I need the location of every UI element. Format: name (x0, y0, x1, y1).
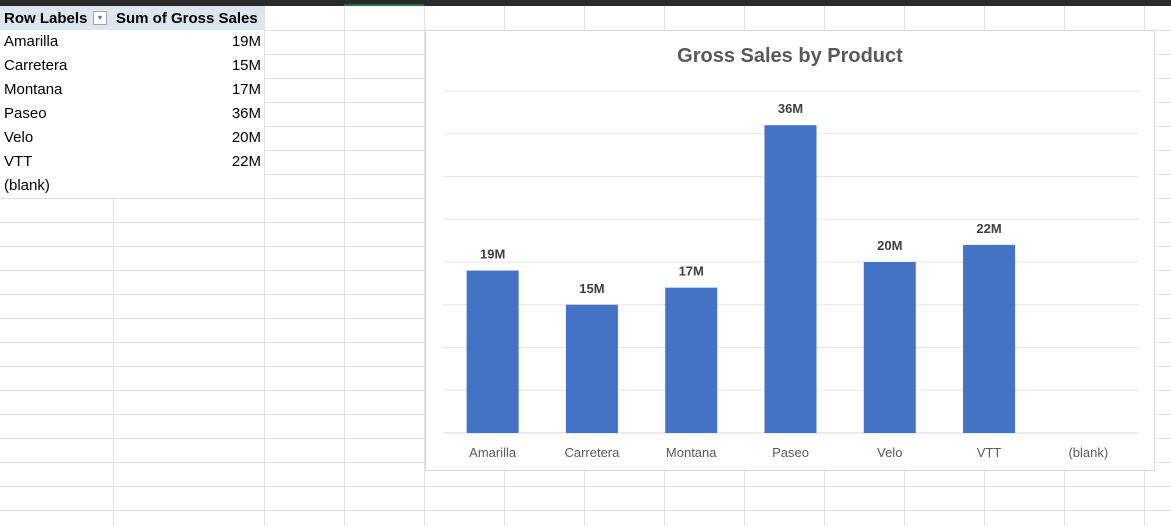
filter-dropdown-icon[interactable]: ▾ (93, 11, 107, 25)
bar[interactable] (963, 244, 1016, 433)
x-tick-label: (blank) (1068, 445, 1108, 460)
table-row[interactable]: Montana 17M (0, 78, 264, 102)
bar[interactable] (565, 304, 618, 433)
table-row[interactable]: Paseo 36M (0, 102, 264, 126)
row-label: VTT (4, 153, 33, 170)
table-row[interactable]: Amarilla 19M (0, 30, 264, 54)
row-value: 19M (231, 33, 261, 50)
row-value: 17M (231, 81, 261, 98)
data-label: 17M (679, 264, 704, 279)
data-label: 19M (480, 247, 505, 262)
bar[interactable] (764, 125, 817, 433)
row-label: Paseo (4, 105, 47, 122)
bar[interactable] (466, 270, 519, 433)
data-label: 15M (579, 281, 604, 296)
table-row[interactable]: VTT 22M (0, 150, 264, 174)
row-value: 22M (231, 153, 261, 170)
x-tick-label: VTT (977, 445, 1002, 460)
x-tick-label: Carretera (564, 445, 620, 460)
table-row[interactable]: Carretera 15M (0, 54, 264, 78)
bar[interactable] (665, 287, 718, 433)
row-value: 15M (231, 57, 261, 74)
data-label: 20M (877, 238, 902, 253)
row-label: Velo (4, 129, 34, 146)
x-tick-label: Amarilla (469, 445, 517, 460)
row-label: Montana (4, 81, 63, 98)
ribbon-edge (0, 0, 1171, 6)
x-tick-label: Montana (666, 445, 717, 460)
row-label: Carretera (4, 57, 68, 74)
row-label: Amarilla (4, 33, 59, 50)
data-label: 22M (976, 221, 1001, 236)
row-labels-header[interactable]: Row Labels (4, 10, 88, 27)
row-label: (blank) (4, 177, 50, 194)
chart-title[interactable]: Gross Sales by Product (677, 45, 903, 67)
row-value: 36M (231, 105, 261, 122)
table-row[interactable]: Velo 20M (0, 126, 264, 150)
bar-chart[interactable]: Gross Sales by Product 19M Amarilla 15M Car… (425, 30, 1155, 471)
data-label: 36M (778, 101, 803, 116)
row-value: 20M (231, 129, 261, 146)
chart-plot-area: 19M Amarilla 15M Carretera 17M Montana 36M Pase… (443, 90, 1138, 460)
x-tick-label: Paseo (772, 445, 809, 460)
sum-gross-sales-header[interactable]: Sum of Gross Sales (116, 10, 258, 27)
x-tick-label: Velo (877, 445, 902, 460)
table-row[interactable]: (blank) (0, 174, 264, 198)
selected-column-indicator (344, 4, 424, 6)
pivot-header-row: Row Labels ▾ Sum of Gross Sales (0, 6, 264, 31)
bar[interactable] (863, 262, 916, 433)
